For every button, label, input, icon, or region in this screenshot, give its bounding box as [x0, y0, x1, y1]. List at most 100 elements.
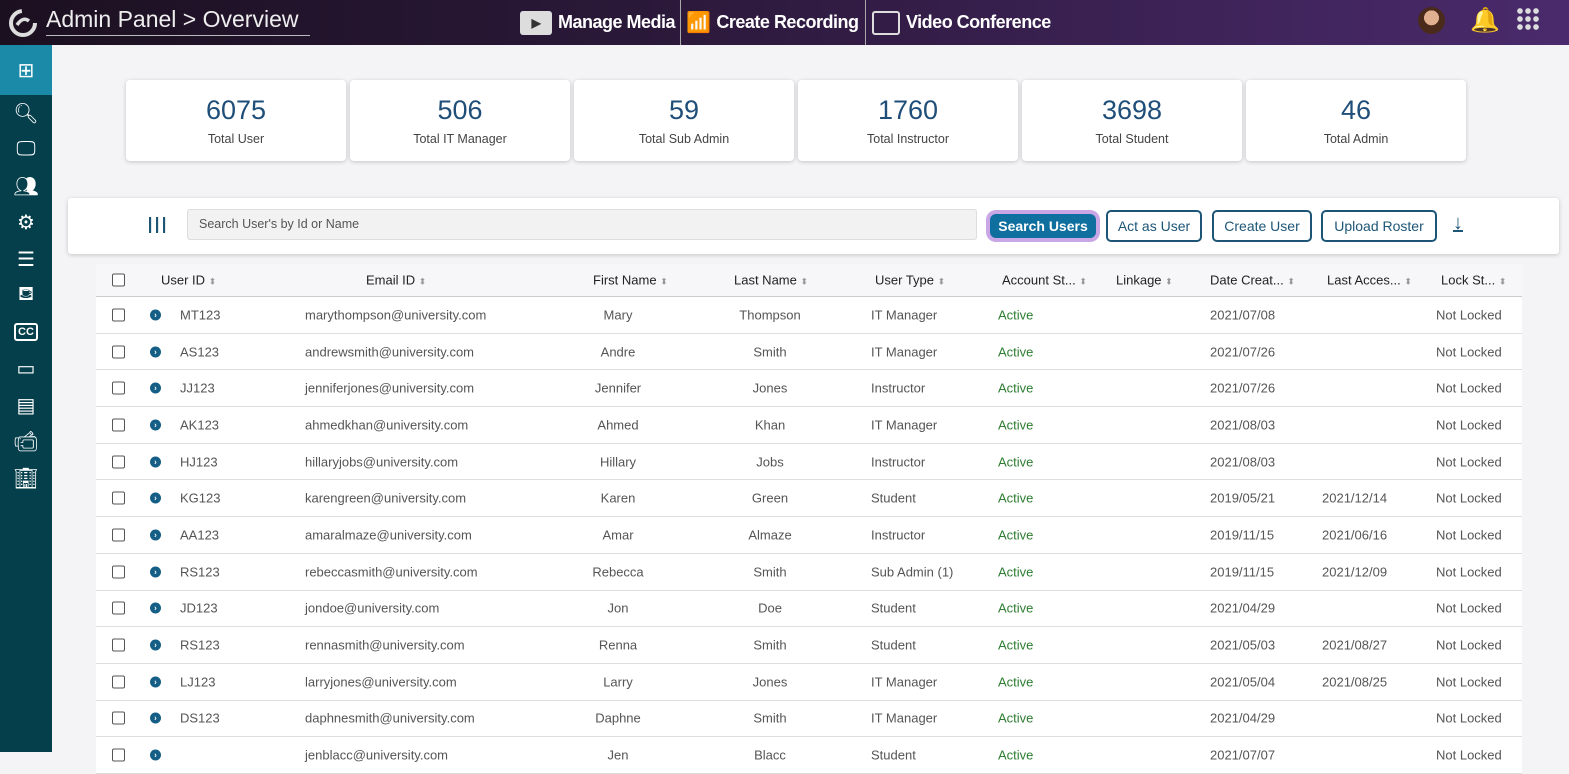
row-checkbox[interactable]: [112, 565, 125, 579]
sidebar-item-theme[interactable]: ⛾: [0, 278, 52, 315]
sort-icon[interactable]: ⬍: [1498, 276, 1507, 287]
column-header[interactable]: User Type ⬍: [875, 272, 946, 288]
sidebar-item-settings[interactable]: ⚙: [0, 205, 52, 242]
column-header[interactable]: Email ID ⬍: [366, 272, 427, 288]
row-checkbox[interactable]: [112, 418, 125, 432]
column-header[interactable]: User ID ⬍: [161, 272, 217, 288]
row-checkbox[interactable]: [112, 675, 125, 689]
sort-icon[interactable]: ⬍: [418, 276, 427, 287]
column-header[interactable]: Linkage ⬍: [1116, 272, 1173, 288]
stat-label: Total Admin: [1323, 132, 1389, 146]
sort-icon[interactable]: ⬍: [800, 276, 809, 287]
cell-last-name: Jones: [752, 674, 788, 690]
expand-row-icon[interactable]: ›: [150, 382, 161, 394]
avatar[interactable]: [1418, 7, 1445, 34]
row-checkbox[interactable]: [112, 748, 125, 762]
create-recording-button[interactable]: 📶 Create Recording: [686, 12, 859, 34]
column-header[interactable]: First Name ⬍: [593, 272, 668, 288]
video-conference-button[interactable]: Video Conference: [872, 0, 1051, 45]
sort-icon[interactable]: ⬍: [208, 276, 217, 287]
expand-row-icon[interactable]: ›: [150, 676, 161, 688]
table-row[interactable]: › DS123 daphnesmith@university.com Daphne Sm…: [96, 700, 1522, 738]
download-icon[interactable]: ↓: [1453, 212, 1463, 234]
row-checkbox[interactable]: [112, 638, 125, 652]
cell-lock-st: Not Locked: [1436, 710, 1502, 726]
video-camera-icon: 📹︎: [13, 431, 39, 454]
sidebar-item-storage[interactable]: ▭: [0, 351, 52, 388]
table-row[interactable]: › jenblacc@university.com Jen Blacc Student A…: [96, 737, 1522, 774]
expand-row-icon[interactable]: ›: [150, 639, 161, 651]
column-header[interactable]: Last Name ⬍: [734, 272, 809, 288]
sidebar-item-monitor[interactable]: 🖵: [0, 132, 52, 169]
sidebar-item-organization[interactable]: 🏢︎: [0, 460, 52, 497]
logo-icon[interactable]: [8, 8, 38, 38]
video-conference-icon: [872, 10, 900, 35]
upload-roster-button[interactable]: Upload Roster: [1321, 210, 1437, 242]
sort-icon[interactable]: ⬍: [937, 276, 946, 287]
sort-icon[interactable]: ⬍: [1404, 276, 1412, 287]
create-user-button[interactable]: Create User: [1212, 210, 1312, 242]
sidebar-item-video[interactable]: 📹︎: [0, 424, 52, 461]
row-checkbox[interactable]: [112, 528, 125, 542]
sidebar-item-archive[interactable]: ▤: [0, 387, 52, 424]
table-row[interactable]: › MT123 marythompson@university.com Mary Tho…: [96, 297, 1522, 334]
sidebar-item-search[interactable]: 🔍︎: [0, 95, 52, 132]
row-checkbox[interactable]: [112, 381, 125, 395]
sort-icon[interactable]: ⬍: [660, 276, 668, 287]
column-header[interactable]: Lock St... ⬍: [1441, 272, 1507, 288]
top-bar: Admin Panel > Overview ▶ Manage Media 📶 Cr…: [0, 0, 1569, 45]
expand-row-icon[interactable]: ›: [150, 346, 161, 358]
expand-row-icon[interactable]: ›: [150, 492, 161, 504]
monitor-icon: 🖵: [16, 138, 36, 161]
table-row[interactable]: › AS123 andrewsmith@university.com Andre Smi…: [96, 333, 1522, 371]
expand-row-icon[interactable]: ›: [150, 712, 161, 724]
search-input[interactable]: Search User's by Id or Name: [187, 209, 977, 240]
column-header[interactable]: Account St... ⬍: [1002, 272, 1087, 288]
expand-row-icon[interactable]: ›: [150, 566, 161, 578]
expand-row-icon[interactable]: ›: [150, 419, 161, 431]
column-header[interactable]: Date Creat... ⬍: [1210, 272, 1295, 288]
table-row[interactable]: › JJ123 jenniferjones@university.com Jennif…: [96, 370, 1522, 408]
bell-icon[interactable]: 🔔: [1470, 7, 1500, 34]
table-row[interactable]: › KG123 karengreen@university.com Karen Gree…: [96, 480, 1522, 518]
row-checkbox[interactable]: [112, 308, 125, 322]
apps-grid-icon[interactable]: [1516, 7, 1540, 31]
filter-sliders-icon[interactable]: ☰: [143, 215, 169, 235]
sidebar-item-dashboard[interactable]: ⊞: [0, 45, 52, 95]
cell-first-name: Jon: [607, 600, 629, 616]
table-row[interactable]: › AA123 amaralmaze@university.com Amar Almaz…: [96, 517, 1522, 554]
cell-date-creat: 2021/04/29: [1210, 600, 1276, 616]
expand-row-icon[interactable]: ›: [150, 456, 161, 468]
table-row[interactable]: › HJ123 hillaryjobs@university.com Hillary J…: [96, 443, 1522, 481]
sort-icon[interactable]: ⬍: [1079, 276, 1087, 287]
cell-date-creat: 2021/08/03: [1210, 417, 1276, 433]
sidebar-item-layers[interactable]: ☰: [0, 241, 52, 278]
expand-row-icon[interactable]: ›: [150, 602, 161, 614]
row-checkbox[interactable]: [112, 455, 125, 469]
manage-media-button[interactable]: ▶ Manage Media: [520, 0, 676, 45]
sidebar-item-group[interactable]: 👥︎: [0, 168, 52, 205]
expand-row-icon[interactable]: ›: [150, 749, 161, 761]
expand-row-icon[interactable]: ›: [150, 309, 161, 321]
column-header[interactable]: Last Acces... ⬍: [1327, 272, 1412, 288]
table-row[interactable]: › JD123 jondoe@university.com Jon Doe Student…: [96, 590, 1522, 628]
row-checkbox[interactable]: [112, 601, 125, 615]
select-all-checkbox[interactable]: [112, 273, 125, 287]
breadcrumb[interactable]: Admin Panel > Overview: [46, 6, 310, 36]
table-row[interactable]: › RS123 rebeccasmith@university.com Rebecca…: [96, 553, 1522, 591]
row-checkbox[interactable]: [112, 491, 125, 505]
search-users-button[interactable]: Search Users: [990, 214, 1096, 238]
act-as-user-button[interactable]: Act as User: [1106, 210, 1202, 242]
expand-row-icon[interactable]: ›: [150, 529, 161, 541]
row-checkbox[interactable]: [112, 711, 125, 725]
row-checkbox[interactable]: [112, 345, 125, 359]
table-row[interactable]: › RS123 rennasmith@university.com Renna Smit…: [96, 627, 1522, 664]
sort-icon[interactable]: ⬍: [1287, 276, 1295, 287]
cell-last-acces: 2021/08/25: [1322, 674, 1388, 690]
table-row[interactable]: › LJ123 larryjones@university.com Larry Jone…: [96, 663, 1522, 701]
sort-icon[interactable]: ⬍: [1165, 276, 1173, 287]
table-row[interactable]: › AK123 ahmedkhan@university.com Ahmed Khan I…: [96, 407, 1522, 444]
cell-account-st: Active: [998, 710, 1034, 726]
stat-label: Total User: [207, 132, 265, 146]
sidebar-item-captions[interactable]: CC: [0, 314, 52, 351]
